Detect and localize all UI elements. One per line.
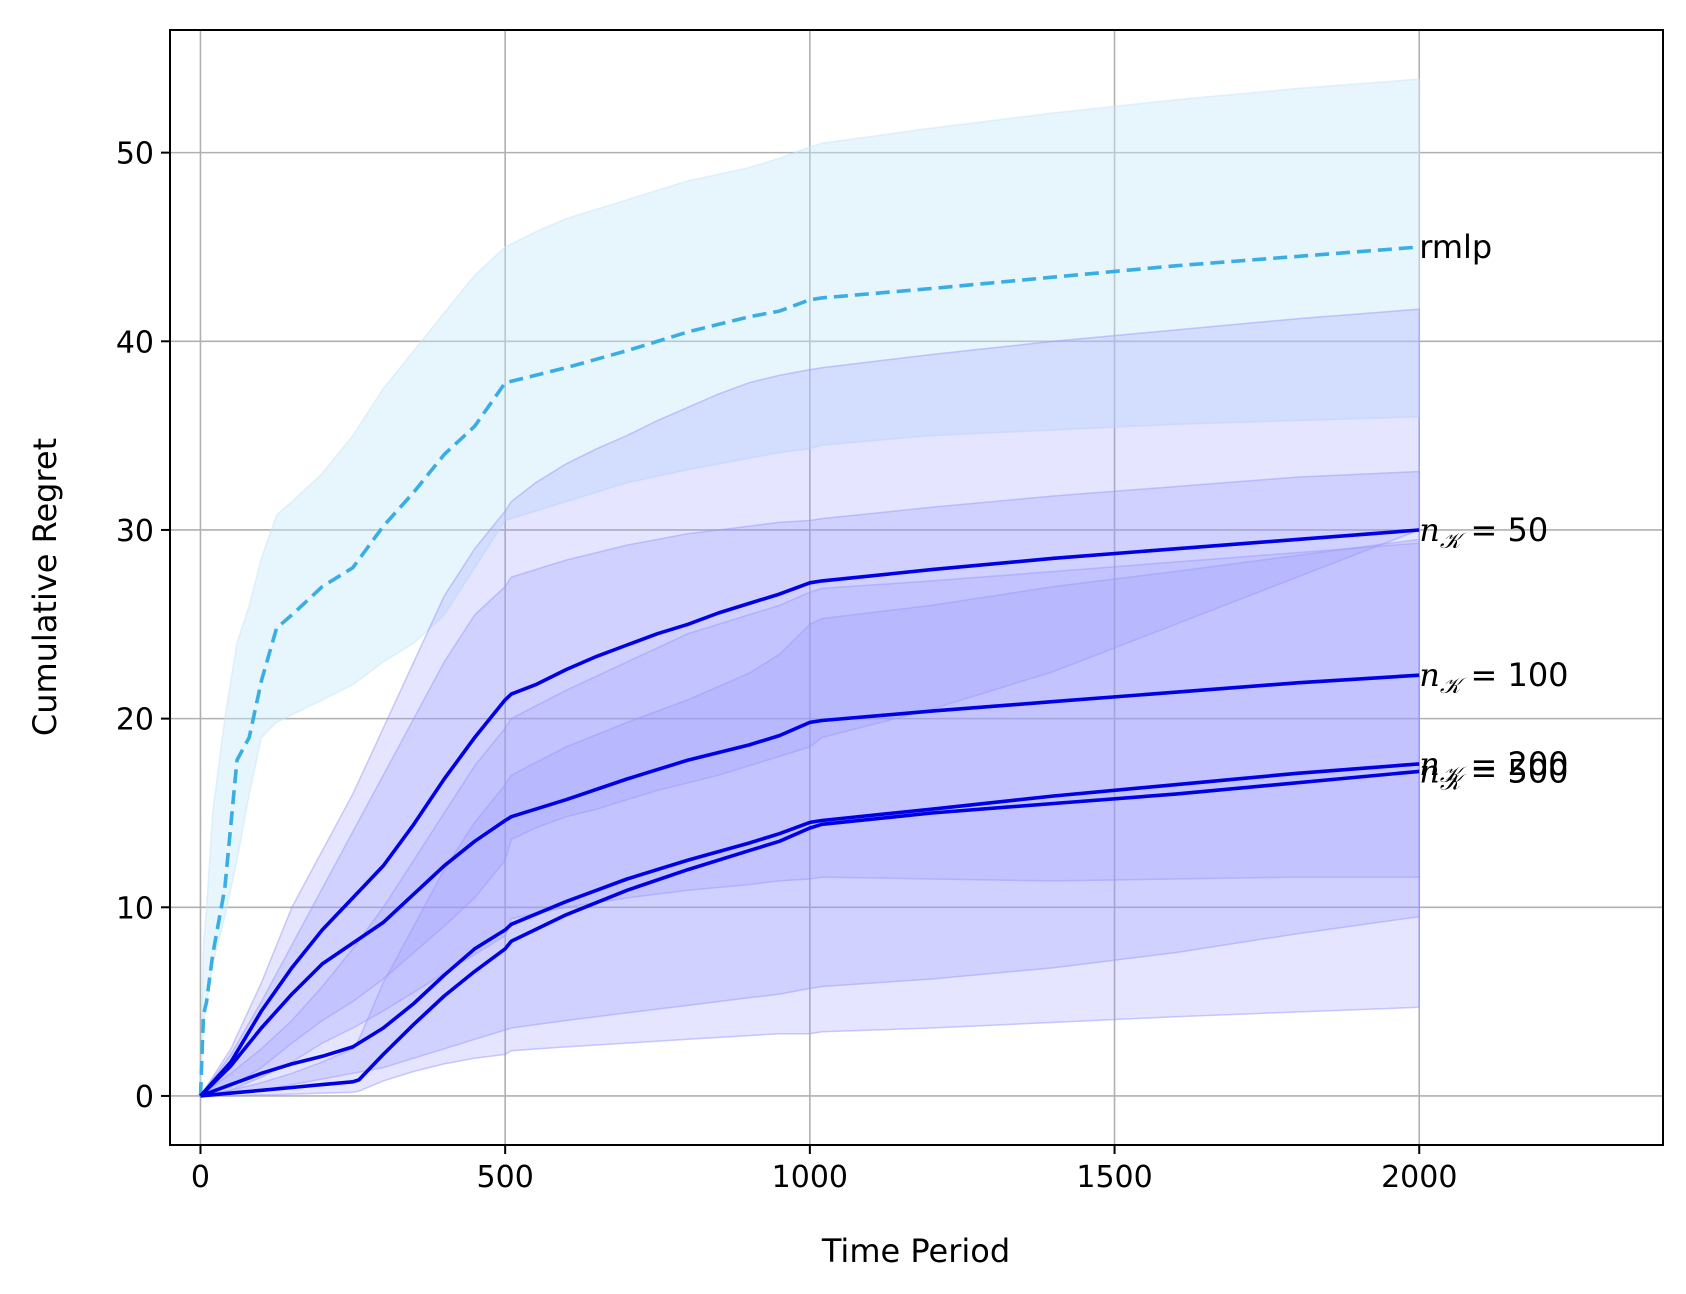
series-label-main: n <box>1419 656 1440 694</box>
band-rmlp <box>199 78 1420 1096</box>
series-label-main: n <box>1419 511 1440 549</box>
series-label-value: = 200 <box>1460 745 1568 783</box>
series-label-main: n <box>1419 745 1440 783</box>
band-n-k-500 <box>200 538 1420 1097</box>
x-axis-ticks: 0 500 1000 1500 2000 <box>191 1145 1457 1195</box>
series-label-n-k-500: n𝒦 = 500 <box>1419 752 1568 795</box>
plot-frame <box>169 29 1664 1146</box>
y-tick-label: 30 <box>116 514 154 549</box>
y-tick-label: 20 <box>116 703 154 738</box>
series-label-value: = 500 <box>1460 752 1568 790</box>
y-tick-label: 10 <box>116 891 154 926</box>
series-label-n-k-50: n𝒦 = 50 <box>1419 511 1548 554</box>
y-tick-label: 50 <box>116 137 154 172</box>
series-label-main: n <box>1419 752 1440 790</box>
x-tick-label: 2000 <box>1381 1160 1457 1195</box>
y-axis-ticks: 0 10 20 30 40 50 <box>116 137 170 1115</box>
y-axis-title: Cumulative Regret <box>26 438 64 736</box>
series-label-main: rmlp <box>1419 228 1492 266</box>
x-tick-label: 500 <box>477 1160 534 1195</box>
x-axis-title: Time Period <box>821 1232 1010 1270</box>
x-tick-label: 0 <box>191 1160 210 1195</box>
series-label-n-k-200: n𝒦 = 200 <box>1419 745 1568 788</box>
x-tick-label: 1000 <box>772 1160 848 1195</box>
series-label-value: = 100 <box>1460 656 1568 694</box>
y-tick-label: 40 <box>116 325 154 360</box>
line-n-k-50 <box>199 528 1420 1098</box>
x-tick-label: 1500 <box>1076 1160 1152 1195</box>
series-label-n-k-100: n𝒦 = 100 <box>1419 656 1568 699</box>
series-label-rmlp: rmlp <box>1419 228 1492 266</box>
line-rmlp <box>198 245 1420 1096</box>
line-n-k-200 <box>199 762 1420 1098</box>
line-n-k-500 <box>200 769 1420 1098</box>
series-label-value: = 50 <box>1460 511 1548 549</box>
line-n-k-100 <box>199 673 1420 1098</box>
y-tick-label: 0 <box>135 1080 154 1115</box>
band-n-k-50 <box>198 308 1420 1098</box>
confidence-bands <box>198 78 1420 1098</box>
series-lines <box>198 245 1420 1098</box>
